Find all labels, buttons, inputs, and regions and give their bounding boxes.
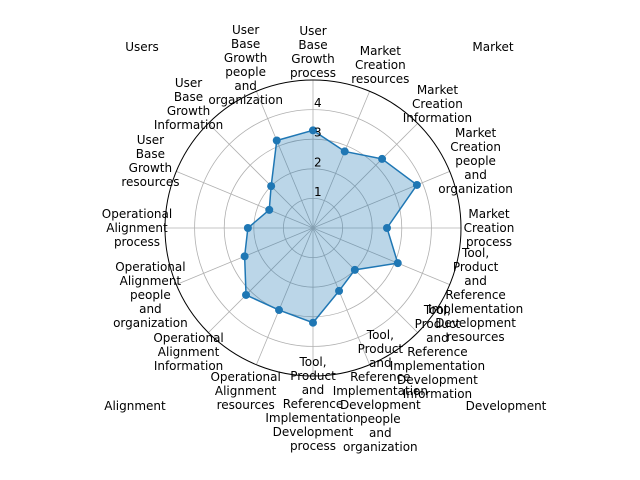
- marker: [309, 318, 317, 327]
- category-label: Operational Alignment resources: [210, 369, 281, 412]
- category-label: User Base Growth resources: [121, 132, 180, 189]
- outer-frame: [164, 79, 462, 377]
- marker: [243, 224, 252, 232]
- r-tick-label: 3: [314, 126, 322, 140]
- marker: [272, 136, 281, 145]
- marker: [412, 180, 421, 189]
- category-label: Operational Alignment Information: [153, 331, 224, 374]
- area: [244, 130, 417, 323]
- spoke: [176, 170, 314, 229]
- marker: [350, 265, 359, 274]
- spoke: [208, 123, 314, 229]
- category-label: Market Creation resources: [351, 44, 410, 87]
- spoke: [312, 227, 450, 286]
- spoke: [255, 227, 314, 365]
- group-label: Market: [472, 40, 514, 54]
- category-label: User Base Growth people and organization: [208, 23, 283, 108]
- category-label: Market Creation process: [463, 207, 515, 249]
- category-label: Tool, Product and Reference Implementati…: [389, 303, 486, 402]
- category-label: User Base Growth process: [289, 24, 337, 80]
- marker: [265, 205, 274, 214]
- marker: [340, 147, 349, 156]
- category-label: User Base Growth Information: [153, 75, 224, 132]
- category-label: Tool, Product and Reference Implementati…: [332, 327, 428, 454]
- spoke: [312, 170, 450, 229]
- marker: [240, 252, 249, 261]
- marker: [242, 290, 251, 299]
- spoke: [208, 227, 314, 333]
- marker: [309, 126, 317, 135]
- group-label: Users: [125, 40, 159, 54]
- category-label: Tool, Product and Reference Implementati…: [427, 246, 524, 345]
- category-label: Tool, Product and Reference Implementati…: [265, 355, 361, 453]
- marker: [275, 306, 284, 315]
- spoke: [312, 227, 371, 365]
- marker: [335, 286, 344, 295]
- marker: [393, 259, 402, 268]
- marker: [378, 154, 387, 163]
- category-label: Market Creation people and organization: [438, 125, 513, 196]
- spoke: [312, 227, 418, 333]
- spoke: [312, 91, 371, 229]
- r-tick-label: 1: [314, 185, 322, 199]
- marker: [267, 182, 276, 191]
- category-label: Market Creation Information: [402, 82, 473, 125]
- group-label: Development: [465, 399, 547, 413]
- marker: [383, 224, 391, 232]
- r-tick-label: 4: [314, 96, 322, 110]
- spoke: [312, 123, 418, 229]
- r-tick-label: 2: [314, 155, 322, 169]
- category-label: Operational Alignment people and organiz…: [113, 260, 188, 331]
- group-label: Alignment: [104, 399, 166, 413]
- spoke: [255, 91, 314, 229]
- category-label: Operational Alignment process: [101, 207, 173, 249]
